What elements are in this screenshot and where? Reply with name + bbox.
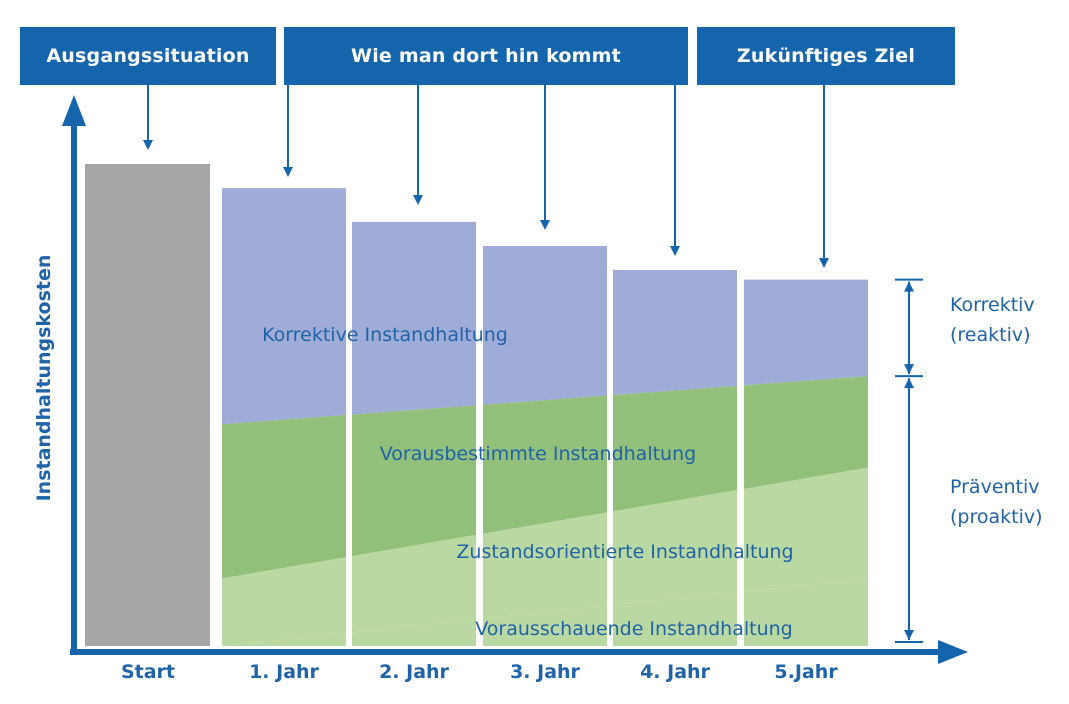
bracket-korrektiv-arrow-down bbox=[904, 364, 914, 375]
bar-zustandsorientiert-3 bbox=[483, 512, 607, 619]
x-tick-label-4: 4. Jahr bbox=[640, 661, 710, 683]
phase-ziel: Zukünftiges Ziel bbox=[697, 27, 955, 85]
bar-vorausbestimmt-1 bbox=[222, 415, 346, 579]
bar-korrektiv-5 bbox=[744, 279, 868, 386]
bracket-praeventiv-arrow-down bbox=[904, 630, 914, 640]
bracket-korrektiv-arrow-up bbox=[904, 281, 914, 292]
bar-vorausbestimmt-3 bbox=[483, 395, 607, 534]
segment-label-0: Korrektive Instandhaltung bbox=[262, 324, 508, 346]
x-tick-label-2: 2. Jahr bbox=[379, 661, 449, 683]
bar-vorausschauend-5 bbox=[744, 578, 868, 646]
bar-vorausbestimmt-4 bbox=[613, 385, 737, 512]
bar-vorausbestimmt-5 bbox=[744, 376, 868, 489]
segment-label-3: Vorausschauende Instandhaltung bbox=[475, 618, 792, 640]
phase-arrow-head-0 bbox=[143, 140, 153, 150]
x-tick-label-0: Start bbox=[121, 661, 175, 683]
phase-arrow-head-4 bbox=[670, 246, 680, 256]
phase-ausgangssituation: Ausgangssituation bbox=[20, 27, 276, 85]
bar-korrektiv-3 bbox=[483, 245, 607, 405]
side-label-1-line1: Präventiv bbox=[950, 476, 1040, 498]
bar-zustandsorientiert-1 bbox=[222, 557, 346, 646]
segment-label-1: Vorausbestimmte Instandhaltung bbox=[380, 443, 696, 465]
bar-korrektiv-1 bbox=[222, 188, 346, 425]
phase-arrow-head-3 bbox=[540, 220, 550, 230]
segment-label-2: Zustandsorientierte Instandhaltung bbox=[456, 541, 793, 563]
bracket-praeventiv-arrow-up bbox=[904, 378, 914, 389]
bar-korrektiv-2 bbox=[352, 221, 476, 415]
bar-zustandsorientiert-5 bbox=[744, 467, 868, 592]
bar-vorausschauend-3 bbox=[483, 605, 607, 646]
x-tick-label-1: 1. Jahr bbox=[249, 661, 319, 683]
x-axis-arrow bbox=[938, 640, 968, 664]
bar-zustandsorientiert-4 bbox=[613, 490, 737, 606]
side-label-1-line2: (proaktiv) bbox=[950, 506, 1043, 528]
phase-arrow-head-2 bbox=[413, 195, 423, 205]
phase-arrow-head-5 bbox=[819, 258, 829, 268]
x-tick-label-3: 3. Jahr bbox=[510, 661, 580, 683]
phase-arrow-head-1 bbox=[283, 167, 293, 177]
bar-vorausschauend-4 bbox=[613, 592, 737, 646]
bar-korrektiv-4 bbox=[613, 270, 737, 396]
bar-zustandsorientiert-2 bbox=[352, 534, 476, 633]
phase-weg: Wie man dort hin kommt bbox=[284, 27, 688, 85]
x-tick-label-5: 5.Jahr bbox=[774, 661, 838, 683]
side-label-0-line2: (reaktiv) bbox=[950, 324, 1031, 346]
bar-vorausschauend-1 bbox=[222, 633, 346, 646]
y-axis-arrow bbox=[62, 95, 86, 126]
side-label-0-line1: Korrektiv bbox=[950, 294, 1035, 316]
y-axis-label: Instandhaltungskosten bbox=[33, 255, 55, 502]
bar-vorausbestimmt-2 bbox=[352, 405, 476, 557]
bar-start bbox=[85, 164, 210, 646]
bar-vorausschauend-2 bbox=[352, 619, 476, 646]
